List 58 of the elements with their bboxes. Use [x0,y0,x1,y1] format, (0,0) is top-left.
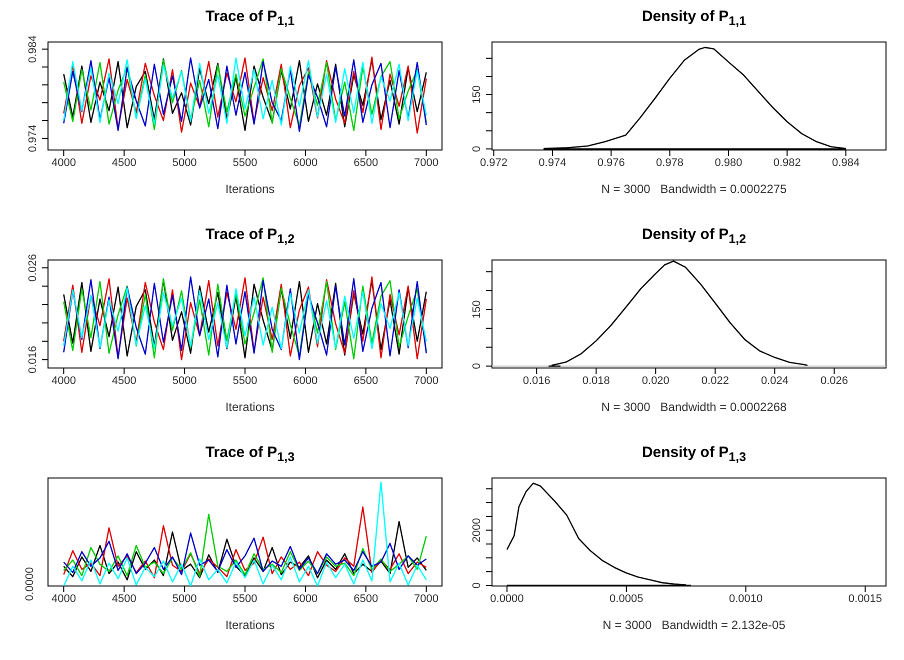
chart-title: Trace of P$_{1,1}$ [204,8,296,30]
y-tick-label: 150 [471,85,483,104]
x-tick-label: 0.026 [820,374,848,387]
chart-title: Density of P$_{1,3}$ [640,444,748,466]
x-tick-label: 0.976 [597,156,625,169]
x-tick-label: 6500 [354,374,378,387]
x-tick-label: 5500 [232,156,258,169]
x-tick-label: 4500 [112,374,136,387]
x-tick-label: 4500 [112,592,136,605]
y-tick-label: 0.984 [27,35,39,63]
x-tick-label: 7000 [414,156,439,169]
x-tick-label: 0.980 [714,156,742,169]
x-tick-label: 0.0015 [848,592,882,605]
x-axis-title: N = 3000 Bandwidth = 0.0002275 [600,182,788,196]
x-tick-label: 0.974 [538,156,566,169]
y-tick-label: 0 [471,363,483,370]
x-tick-label: 4000 [51,374,76,387]
x-tick-label: 0.982 [773,156,801,169]
x-tick-label: 0.0010 [728,592,763,605]
chart-title: Density of P$_{1,1}$ [640,8,748,30]
x-tick-label: 7000 [414,592,439,605]
x-tick-label: 0.020 [642,374,670,387]
x-tick-label: 0.024 [760,374,788,387]
x-tick-label: 4000 [51,156,76,169]
x-axis-title: N = 3000 Bandwidth = 2.132e-05 [602,618,786,632]
chart-title: Density of P$_{1,2}$ [640,226,748,248]
x-tick-label: 4500 [112,156,136,169]
x-tick-label: 0.984 [832,156,860,169]
y-tick-label: 0 [471,146,483,152]
x-tick-label: 5000 [172,592,197,605]
x-tick-label: 6000 [293,592,318,605]
y-tick-label: 150 [471,300,483,319]
x-tick-label: 5000 [172,374,197,387]
x-tick-label: 0.972 [480,156,508,169]
y-tick-label: 2000 [471,518,483,542]
x-tick-label: 6500 [354,156,378,169]
x-tick-label: 0.022 [701,374,729,387]
x-tick-label: 6500 [354,592,378,605]
x-tick-label: 5000 [172,156,197,169]
x-axis-title: N = 3000 Bandwidth = 0.0002268 [600,400,788,414]
x-tick-label: 0.018 [582,374,610,387]
x-tick-label: 6000 [293,156,318,169]
x-tick-label: 0.978 [656,156,684,169]
x-axis-title: Iterations [224,182,276,196]
x-tick-label: 0.0000 [490,592,524,605]
x-tick-label: 0.0005 [610,592,644,605]
x-tick-label: 5500 [232,374,258,387]
x-tick-label: 6000 [293,374,318,387]
y-tick-label: 0.026 [27,254,39,282]
y-tick-label: 0 [471,582,483,589]
x-tick-label: 0.016 [522,374,550,387]
chart-title: Trace of P$_{1,3}$ [204,444,296,466]
x-tick-label: 4000 [51,592,76,605]
x-axis-title: Iterations [224,618,276,632]
x-axis-title: Iterations [224,400,276,414]
x-tick-label: 7000 [414,374,439,387]
x-tick-label: 5500 [232,592,258,605]
chart-title: Trace of P$_{1,2}$ [204,226,296,248]
